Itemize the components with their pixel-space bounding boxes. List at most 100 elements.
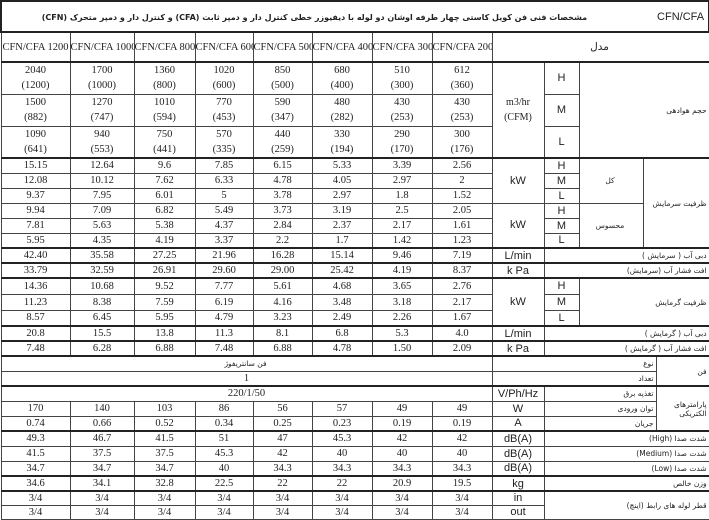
- unit-cell: A: [491, 415, 545, 432]
- value-cell: 3/4: [133, 504, 196, 520]
- value-cell: 330 (194): [311, 125, 373, 159]
- table-row: 42.40 35.58 27.25 21.96 16.28 15.14 9.46 7.19 L/…: [0, 247, 709, 264]
- value-cell: 1020 (600): [194, 61, 254, 95]
- value-cell: 41.5: [133, 430, 196, 447]
- value-cell: 4.16: [252, 293, 313, 311]
- model-header: CFN/CFA 400: [311, 31, 373, 63]
- unit-cell: V/Ph/Hz: [491, 385, 545, 402]
- row-label: شدت صدا (High): [543, 430, 709, 447]
- value-cell: 3/4: [252, 490, 313, 506]
- value-cell: 2.37: [311, 217, 373, 234]
- unit-cell: k Pa: [491, 262, 545, 279]
- value-cell: 37.5: [69, 445, 135, 462]
- value-cell: 49: [371, 400, 433, 417]
- value-cell: 12.64: [69, 157, 135, 174]
- unit-cell: dB(A): [491, 430, 545, 447]
- table-row: 2040 (1200) 1700 (1000) 1360 (800) 1020 (60…: [0, 61, 709, 159]
- value-cell: 940 (553): [69, 125, 135, 159]
- value-cell: 3/4: [0, 490, 71, 506]
- value-cell: 7.81: [0, 217, 71, 234]
- value-cell: 1.50: [371, 340, 433, 357]
- value-cell: 19.5: [431, 475, 493, 492]
- value-cell: 3.65: [371, 277, 433, 295]
- value-cell: 5.95: [0, 232, 71, 249]
- level-cell: L: [543, 232, 580, 249]
- table-row: 41.5 37.5 37.5 45.3 42 40 40 40 dB(A) شدت صدا (Me…: [0, 445, 709, 462]
- unit-cell: dB(A): [491, 445, 545, 462]
- value-cell: 0.23: [311, 415, 373, 432]
- unit-cell: kW: [491, 202, 545, 249]
- value-cell: 5.49: [194, 202, 254, 219]
- value-cell: 26.91: [133, 262, 196, 279]
- value-cell: 40: [371, 445, 433, 462]
- brand-label: CFN/CFA: [657, 10, 705, 23]
- value-cell: 0.19: [371, 415, 433, 432]
- value-cell: 32.59: [69, 262, 135, 279]
- value-cell: 1.42: [371, 232, 433, 249]
- table-row: فن سانتریفوژ نوع فن: [0, 355, 709, 387]
- value-cell: 1.8: [371, 187, 433, 204]
- value-cell: 6.15: [252, 157, 313, 174]
- table-row: 1500 (882) 1270 (747) 1010 (594) 770 (453) 5…: [0, 93, 709, 127]
- value-cell: 7.85: [194, 157, 254, 174]
- value-cell: 3/4: [431, 504, 493, 520]
- value-cell: 5.3: [371, 325, 433, 342]
- model-header: CFN/CFA 500: [252, 31, 313, 63]
- value-cell: 46.7: [69, 430, 135, 447]
- table-row: 49.3 46.7 41.5 51 47 45.3 42 42 dB(A) شدت صدا (Hi…: [0, 430, 709, 447]
- level-cell: L: [543, 309, 580, 327]
- level-cell: H: [543, 157, 580, 174]
- value-cell: 2.49: [311, 309, 373, 327]
- value-cell: 27.25: [133, 247, 196, 264]
- table-row: 170 140 103 86 56 57 49 49 W توان ورودی: [0, 400, 709, 417]
- value-cell: 4.05: [311, 172, 373, 189]
- table-row: 7.81 5.63 5.38 4.37 2.84 2.37 2.17 1.61 M: [0, 217, 709, 234]
- value-cell: 4.68: [311, 277, 373, 295]
- table-row: 3/4 3/4 3/4 3/4 3/4 3/4 3/4 3/4 in قطر لوله های ر…: [0, 490, 709, 520]
- model-header: CFN/CFA 1200: [0, 31, 71, 63]
- value-cell: 3/4: [133, 490, 196, 506]
- fan-count-value: 1: [0, 370, 493, 387]
- value-cell: 2.97: [311, 187, 373, 204]
- value-cell: 850 (500): [252, 61, 313, 95]
- value-cell: 1.7: [311, 232, 373, 249]
- model-header: CFN/CFA 600: [194, 31, 254, 63]
- value-cell: 3.19: [311, 202, 373, 219]
- row-label: وزن خالص: [543, 475, 709, 492]
- value-cell: 1360 (800): [133, 61, 196, 95]
- value-cell: 0.19: [431, 415, 493, 432]
- value-cell: 45.3: [194, 445, 254, 462]
- value-cell: 5.38: [133, 217, 196, 234]
- row-label: پارامترهای الکتریکی: [655, 385, 709, 432]
- value-cell: 3/4: [194, 504, 254, 520]
- value-cell: 8.37: [431, 262, 493, 279]
- row-label: ظرفیت سرمایش: [642, 157, 709, 249]
- level-cell: M: [543, 293, 580, 311]
- row-label: ظرفیت گرمایش: [578, 277, 709, 327]
- value-cell: 6.33: [194, 172, 254, 189]
- table-row: 7.48 6.28 6.88 7.48 6.88 4.78 1.50 2.09 k Pa افت …: [0, 340, 709, 357]
- value-cell: 5.33: [311, 157, 373, 174]
- sub-label: تعداد: [491, 370, 657, 387]
- value-cell: 8.1: [252, 325, 313, 342]
- value-cell: 2.2: [252, 232, 313, 249]
- value-cell: 1500 (882): [0, 93, 71, 127]
- table-row: 9.94 7.09 6.82 5.49 3.73 3.19 2.5 2.05 kW H محسوس: [0, 202, 709, 249]
- value-cell: 16.28: [252, 247, 313, 264]
- value-cell: 3.37: [194, 232, 254, 249]
- table-row: CFN/CFA 1200 CFN/CFA 1000 CFN/CFA 800 CFN/C…: [0, 31, 709, 63]
- value-cell: 6.8: [311, 325, 373, 342]
- table-row: 33.79 32.59 26.91 29.60 29.00 25.42 4.19 8.37 k …: [0, 262, 709, 279]
- value-cell: 32.8: [133, 475, 196, 492]
- value-cell: 6.88: [133, 340, 196, 357]
- value-cell: 7.77: [194, 277, 254, 295]
- value-cell: 3/4: [431, 490, 493, 506]
- unit-cell: dB(A): [491, 460, 545, 477]
- value-cell: 9.37: [0, 187, 71, 204]
- value-cell: 22: [252, 475, 313, 492]
- value-cell: 5.63: [69, 217, 135, 234]
- value-cell: 4.0: [431, 325, 493, 342]
- value-cell: 20.9: [371, 475, 433, 492]
- value-cell: 3/4: [69, 504, 135, 520]
- value-cell: 3.39: [371, 157, 433, 174]
